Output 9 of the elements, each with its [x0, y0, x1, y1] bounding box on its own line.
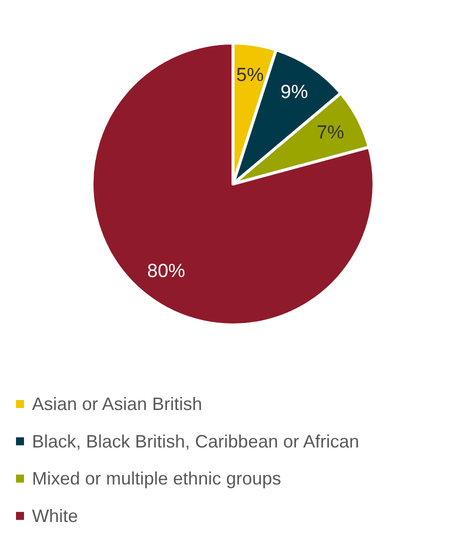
data-label: 9% [280, 82, 308, 104]
pie-slice [90, 42, 376, 326]
legend-label: Mixed or multiple ethnic groups [32, 468, 282, 489]
legend-label: Black, Black British, Caribbean or African [32, 431, 360, 452]
legend-label: Asian or Asian British [32, 394, 202, 414]
legend-label: White [32, 506, 78, 526]
data-label: 7% [316, 122, 344, 144]
data-label: 80% [147, 260, 186, 282]
data-label: 5% [236, 64, 264, 86]
